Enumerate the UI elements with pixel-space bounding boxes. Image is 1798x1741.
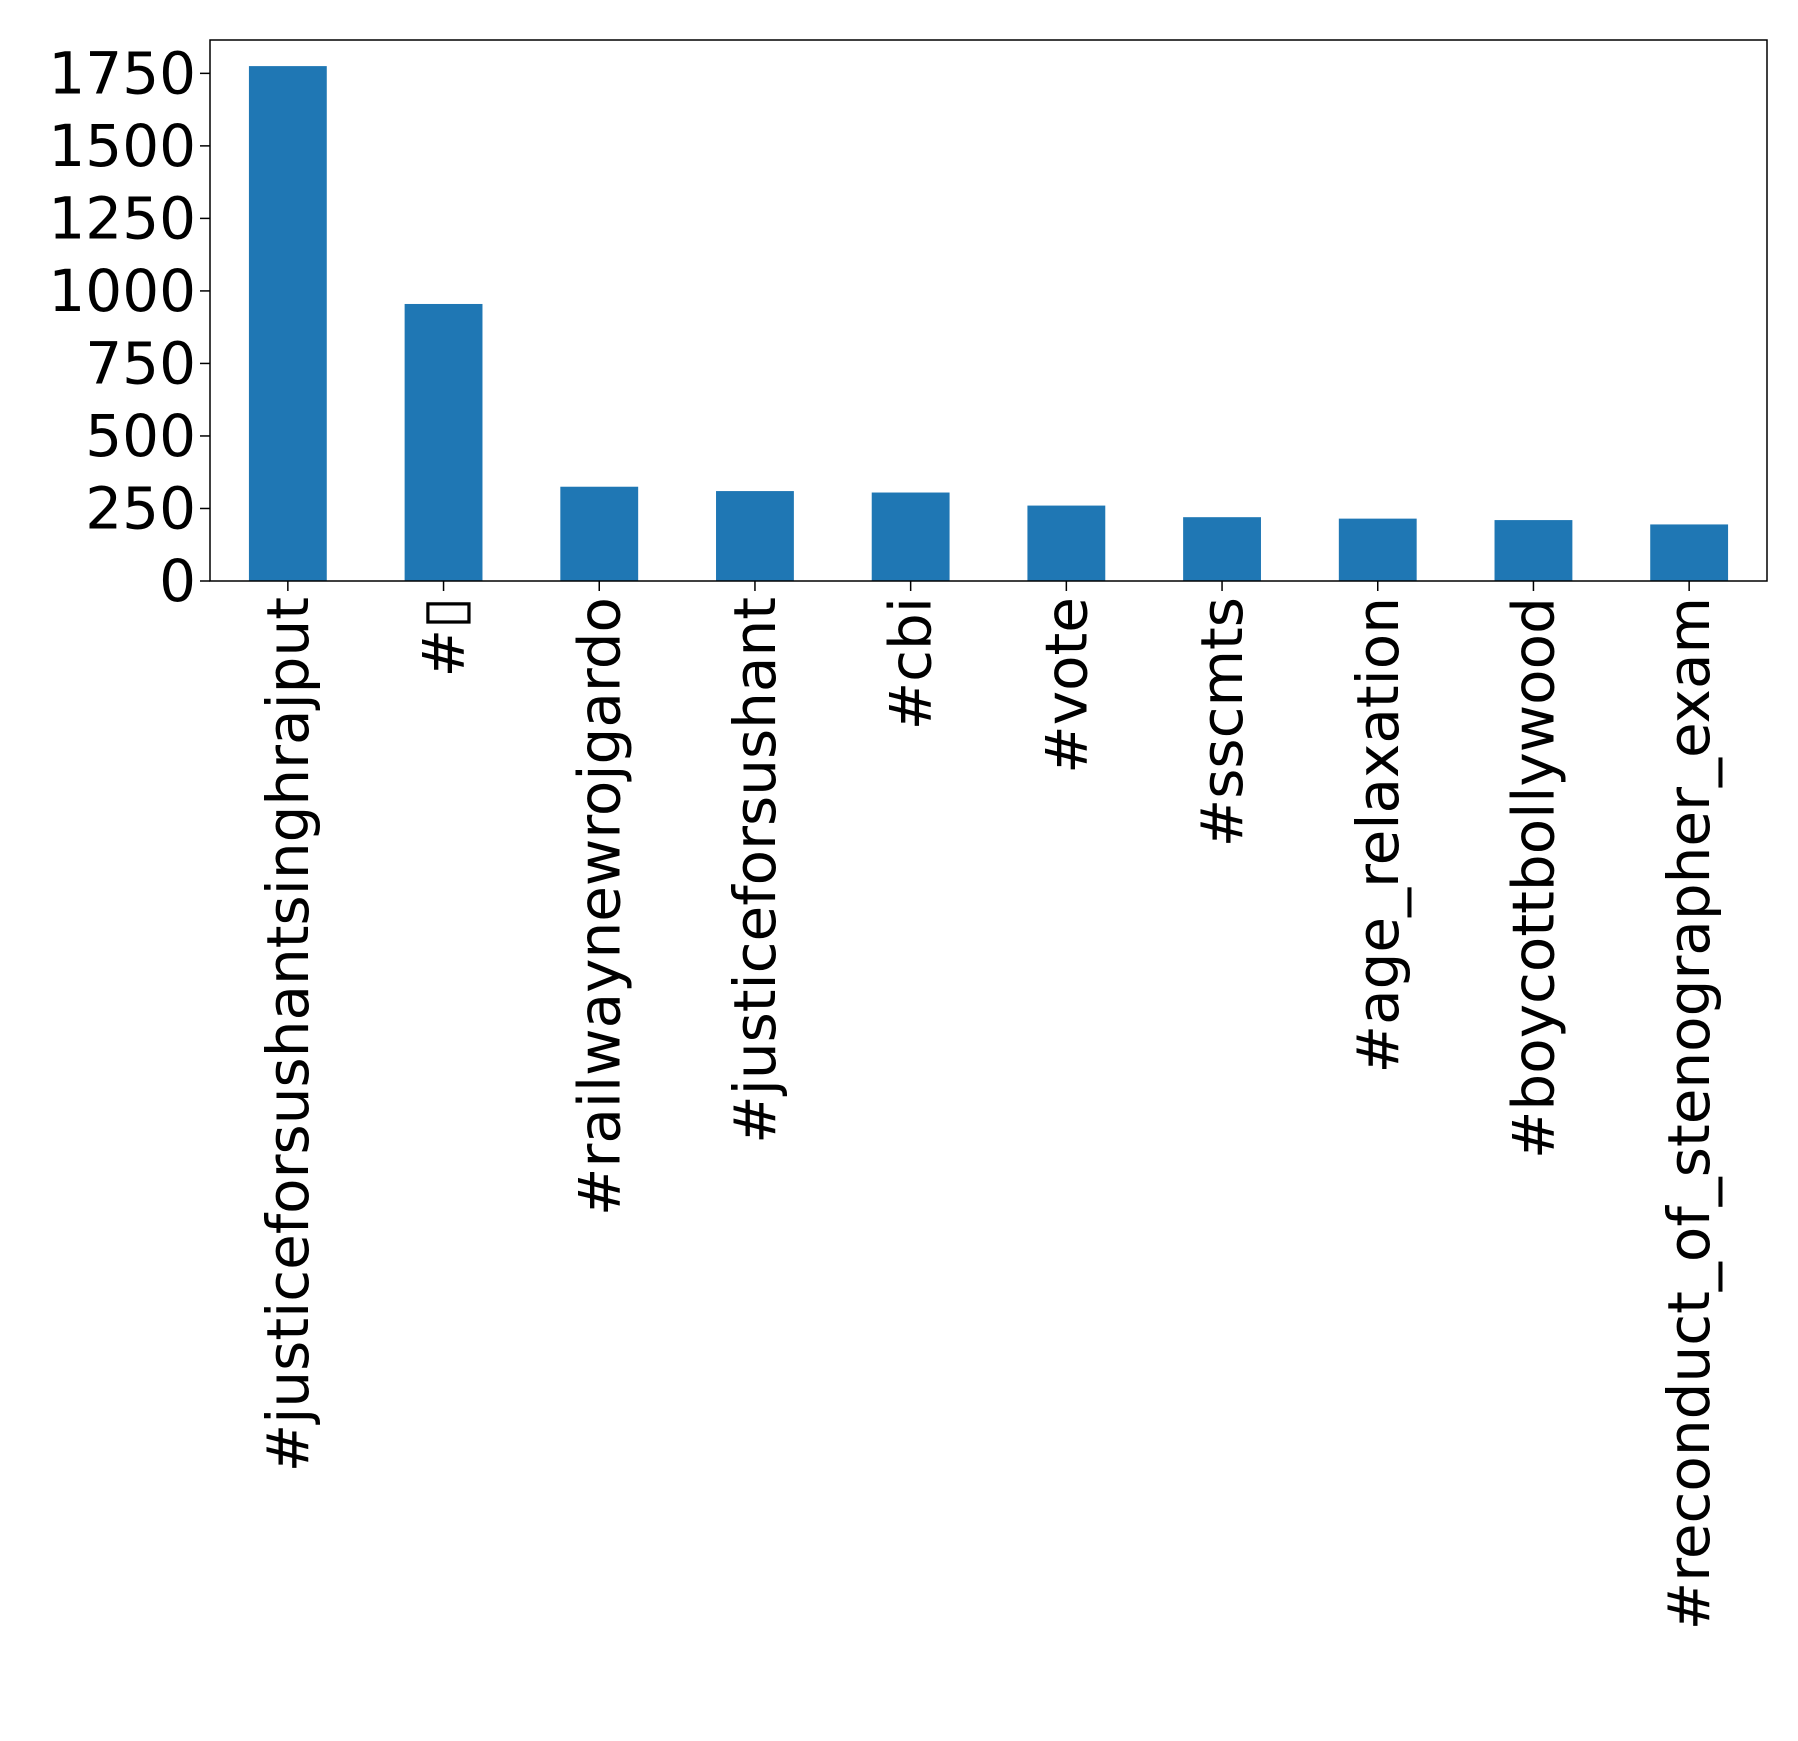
x-tick-label: #vote <box>1032 597 1100 774</box>
y-tick-label: 250 <box>85 474 196 542</box>
x-tick-label: #▯ <box>410 597 478 678</box>
y-tick-label: 1750 <box>48 39 196 107</box>
x-tick-label: #cbi <box>877 597 945 730</box>
y-tick-label: 750 <box>85 329 196 397</box>
bar-0 <box>248 66 327 581</box>
x-tick-label: #justiceforsushant <box>721 597 789 1144</box>
x-tick-label: #railwaynewrojgardo <box>565 597 633 1216</box>
x-tick-label: #justiceforsushantsinghrajput <box>254 597 322 1472</box>
bars-group <box>248 66 1729 581</box>
y-tick-label: 0 <box>159 547 196 615</box>
bar-2 <box>560 486 639 581</box>
y-tick-label: 1250 <box>48 184 196 252</box>
y-tick-label: 1500 <box>48 112 196 180</box>
y-tick-label: 1000 <box>48 257 196 325</box>
y-tick-label: 500 <box>85 402 196 470</box>
x-axis: #justiceforsushantsinghrajput #▯ #railwayn… <box>254 581 1723 1630</box>
bar-1 <box>404 303 483 581</box>
bar-8 <box>1494 520 1573 581</box>
plot-frame <box>209 39 1768 582</box>
bar-6 <box>1183 517 1261 581</box>
x-tick-label: #boycottbollywood <box>1499 597 1567 1159</box>
bar-3 <box>716 491 794 581</box>
bar-7 <box>1338 518 1417 581</box>
x-tick-label: #sscmts <box>1188 597 1256 847</box>
bar-4 <box>871 492 950 581</box>
x-tick-label: #reconduct_of_stenographer_exam <box>1655 597 1723 1630</box>
bar-9 <box>1650 524 1729 581</box>
bar-5 <box>1027 505 1106 581</box>
x-tick-label: #age_relaxation <box>1344 597 1412 1074</box>
